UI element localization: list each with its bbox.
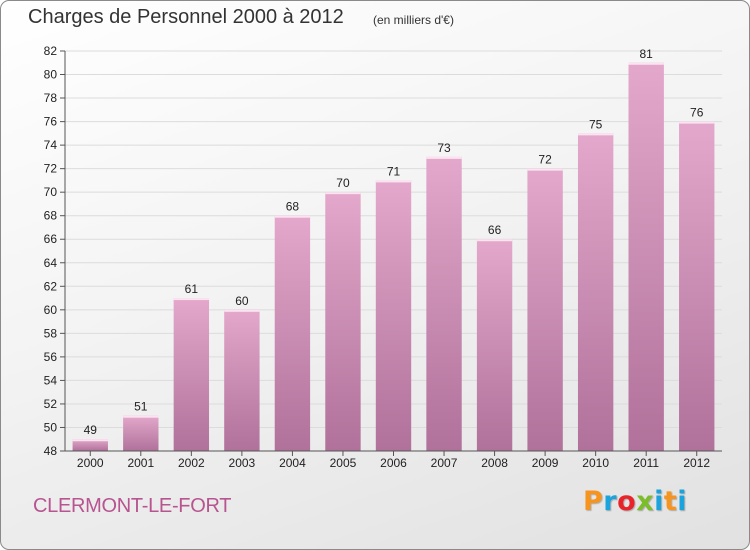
y-tick-label: 56 <box>44 350 58 364</box>
bar-value-label: 70 <box>336 176 350 190</box>
bar <box>375 180 412 452</box>
bar-highlight <box>426 156 462 159</box>
brand-letter: i <box>677 486 688 517</box>
y-tick-label: 70 <box>44 185 58 199</box>
y-tick-label: 54 <box>44 373 58 387</box>
bar-value-label: 68 <box>286 200 300 214</box>
bar <box>72 439 108 451</box>
bar-highlight <box>72 439 108 442</box>
bar-highlight <box>173 298 210 301</box>
bar-value-label: 81 <box>640 47 654 61</box>
chart-subtitle: (en milliers d'€) <box>373 13 454 27</box>
y-tick-label: 80 <box>44 68 58 82</box>
bar-value-label: 51 <box>134 400 148 414</box>
bar <box>679 121 715 452</box>
brand-letter: t <box>663 486 678 517</box>
y-tick-label: 50 <box>44 420 58 434</box>
x-tick-label: 2005 <box>330 456 357 470</box>
commune-name: CLERMONT-LE-FORT <box>33 495 232 517</box>
x-tick-label: 2009 <box>532 456 559 470</box>
brand-letter: o <box>617 486 637 517</box>
bar-highlight <box>224 309 260 312</box>
brand-letter: P <box>583 486 604 517</box>
bar-highlight <box>325 192 361 195</box>
x-tick-label: 2008 <box>481 456 508 470</box>
bar-highlight <box>628 62 664 65</box>
bar <box>173 298 210 451</box>
bar-value-label: 49 <box>84 423 98 437</box>
y-tick-label: 52 <box>44 397 58 411</box>
y-tick-label: 78 <box>44 91 58 105</box>
bar <box>577 133 614 451</box>
bar-value-label: 75 <box>589 117 603 131</box>
bar <box>426 156 462 451</box>
bar <box>274 215 311 451</box>
x-tick-label: 2006 <box>380 456 407 470</box>
y-tick-label: 76 <box>44 115 58 129</box>
x-tick-label: 2010 <box>582 456 609 470</box>
brand-letter: i <box>654 486 664 517</box>
brand-letter: x <box>636 486 655 517</box>
x-tick-label: 2000 <box>77 456 104 470</box>
bar-value-label: 66 <box>488 223 502 237</box>
x-tick-label: 2003 <box>229 456 256 470</box>
chart-title: Charges de Personnel 2000 à 2012 <box>28 6 344 28</box>
bar-highlight <box>375 180 412 183</box>
y-tick-label: 82 <box>44 44 58 58</box>
x-tick-label: 2004 <box>279 456 306 470</box>
y-tick-label: 58 <box>44 326 58 340</box>
y-tick-label: 48 <box>44 444 58 458</box>
bar-value-label: 61 <box>185 282 199 296</box>
x-tick-label: 2001 <box>127 456 154 470</box>
bar-value-label: 60 <box>235 294 249 308</box>
bar-value-label: 76 <box>690 106 704 120</box>
bar <box>123 415 159 451</box>
bar-value-label: 73 <box>437 141 451 155</box>
bar-highlight <box>577 133 614 136</box>
bar-highlight <box>476 239 513 242</box>
x-tick-label: 2007 <box>431 456 458 470</box>
bar <box>628 62 664 451</box>
bar-highlight <box>527 168 563 171</box>
bar <box>476 239 513 451</box>
bar-highlight <box>679 121 715 124</box>
x-tick-label: 2011 <box>633 456 659 470</box>
y-tick-label: 64 <box>44 256 58 270</box>
y-tick-label: 66 <box>44 232 58 246</box>
brand-logo: Proxiti <box>583 486 687 517</box>
bar-highlight <box>274 215 311 218</box>
y-tick-label: 72 <box>44 162 58 176</box>
x-tick-label: 2012 <box>683 456 710 470</box>
bar <box>325 192 361 452</box>
y-tick-label: 62 <box>44 279 58 293</box>
y-tick-label: 60 <box>44 303 58 317</box>
bar-value-label: 71 <box>387 164 401 178</box>
bar-highlight <box>123 415 159 418</box>
bar-value-label: 72 <box>538 153 552 167</box>
brand-letter: r <box>603 486 618 517</box>
y-tick-label: 74 <box>44 138 58 152</box>
x-tick-label: 2002 <box>178 456 205 470</box>
y-tick-label: 68 <box>44 209 58 223</box>
bar <box>224 309 260 451</box>
bar <box>527 168 563 451</box>
